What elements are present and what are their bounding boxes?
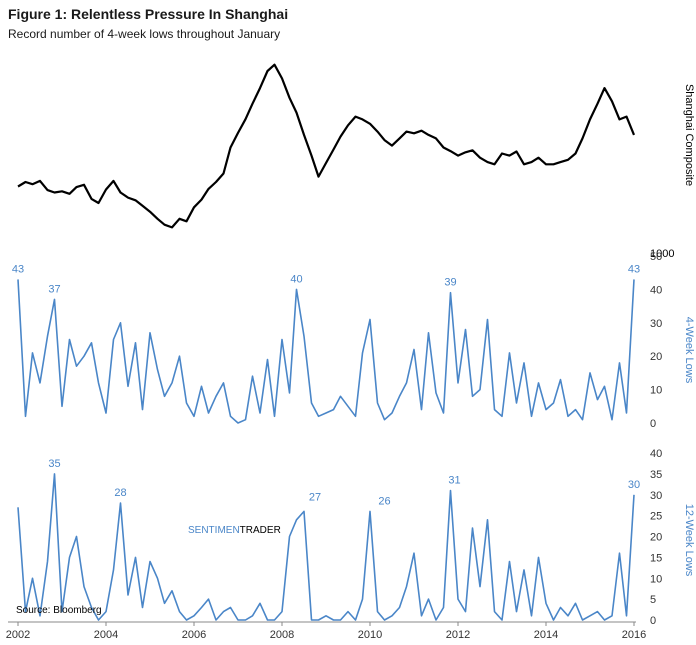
y-tick-label: 0	[650, 418, 656, 430]
data-label: 30	[628, 479, 640, 491]
y-tick-label: 5	[650, 594, 656, 606]
x-tick-label: 2004	[94, 629, 118, 641]
y-tick-label: 15	[650, 552, 662, 564]
y-tick-label: 10	[650, 385, 662, 397]
chart-subtitle: Record number of 4-week lows throughout …	[8, 27, 281, 41]
watermark: SENTIMENTRADER	[188, 525, 281, 536]
y-axis-label: 12-Week Lows	[683, 504, 695, 577]
y-tick-label: 30	[650, 318, 662, 330]
y-tick-label: 30	[650, 490, 662, 502]
y-tick-label: 25	[650, 511, 662, 523]
series-line-3	[17, 473, 635, 621]
y-tick-label: 10	[650, 573, 662, 585]
data-label: 26	[378, 495, 390, 507]
watermark-part-a: SENTIMEN	[188, 525, 240, 536]
data-label: 40	[290, 273, 302, 285]
series-line-2	[17, 279, 635, 424]
y-axis-label: 4-Week Lows	[683, 317, 695, 384]
source-note: Source: Bloomberg	[16, 605, 102, 616]
x-tick-label: 2008	[270, 629, 294, 641]
x-tick-label: 2016	[622, 629, 646, 641]
data-label: 37	[48, 283, 60, 295]
y-tick-label: 1000	[650, 248, 674, 260]
data-label: 31	[448, 475, 460, 487]
y-axis-label: Shanghai Composite	[683, 84, 695, 186]
y-tick-label: 40	[650, 448, 662, 460]
y-tick-label: 35	[650, 469, 662, 481]
watermark-part-b: TRADER	[240, 525, 281, 536]
data-label: 35	[48, 458, 60, 470]
data-label: 39	[444, 277, 456, 289]
y-tick-label: 20	[650, 532, 662, 544]
series-line-1	[17, 63, 636, 229]
data-label: 43	[628, 263, 640, 275]
data-label: 43	[12, 263, 24, 275]
x-tick-label: 2012	[446, 629, 470, 641]
x-tick-label: 2006	[182, 629, 206, 641]
y-tick-label: 20	[650, 351, 662, 363]
y-tick-label: 50	[650, 251, 662, 263]
x-tick-label: 2002	[6, 629, 30, 641]
x-tick-label: 2010	[358, 629, 382, 641]
data-label: 27	[309, 491, 321, 503]
data-label: 28	[114, 487, 126, 499]
chart-title: Figure 1: Relentless Pressure In Shangha…	[8, 6, 289, 22]
x-tick-label: 2014	[534, 629, 558, 641]
y-tick-label: 40	[650, 284, 662, 296]
y-tick-label: 0	[650, 615, 656, 627]
